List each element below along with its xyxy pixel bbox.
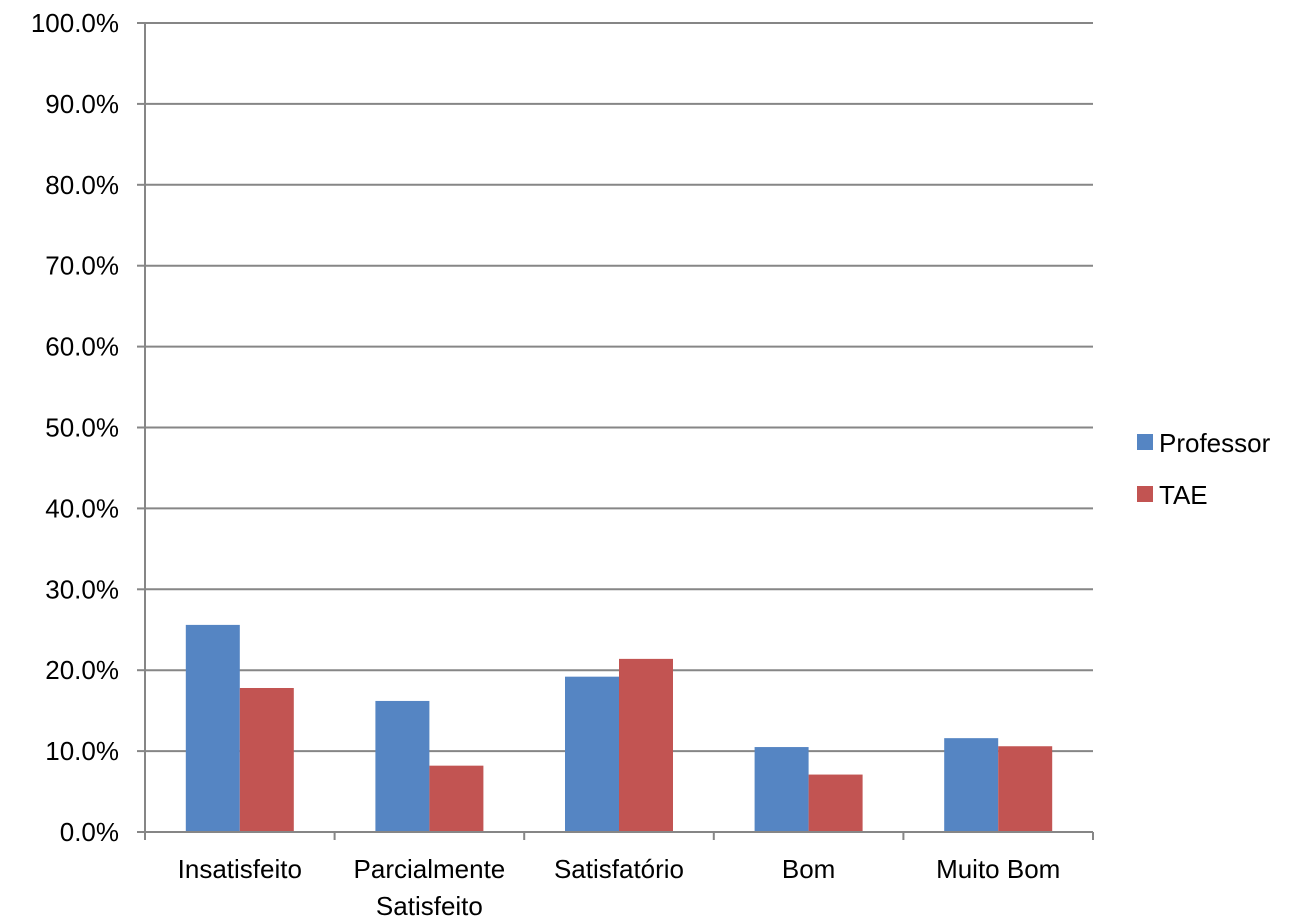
bar-tae xyxy=(429,765,484,832)
x-category-label: Bom xyxy=(782,854,835,884)
bar-tae xyxy=(998,746,1053,832)
axes xyxy=(137,22,1094,840)
y-tick-label: 50.0% xyxy=(45,413,119,443)
bar-professor xyxy=(944,738,999,832)
bar-tae xyxy=(619,658,673,832)
y-tick-label: 40.0% xyxy=(45,493,119,523)
legend: Professor TAE xyxy=(1137,428,1271,510)
y-tick-label: 100.0% xyxy=(31,8,119,38)
y-tick-label: 0.0% xyxy=(60,817,119,847)
legend-swatch-professor xyxy=(1137,434,1153,450)
x-category-label: Satisfeito xyxy=(376,891,483,919)
y-tick-label: 30.0% xyxy=(45,574,119,604)
legend-label: Professor xyxy=(1159,428,1271,458)
y-axis-ticks: 0.0% 10.0% 20.0% 30.0% 40.0% 50.0% 60.0% 70.0% 8… xyxy=(31,8,119,847)
x-category-label: Insatisfeito xyxy=(178,854,302,884)
gridlines xyxy=(145,22,1093,753)
bar-professor xyxy=(565,676,619,832)
y-tick-label: 10.0% xyxy=(45,736,119,766)
legend-label: TAE xyxy=(1159,480,1208,510)
y-tick-label: 90.0% xyxy=(45,89,119,119)
bar-tae xyxy=(808,774,863,832)
x-axis-labels: Insatisfeito Parcialmente Satisfeito Satisf… xyxy=(178,854,1061,919)
x-category-label: Satisfatório xyxy=(554,854,684,884)
y-tick-label: 80.0% xyxy=(45,170,119,200)
x-category-label: Muito Bom xyxy=(936,854,1060,884)
y-tick-label: 70.0% xyxy=(45,251,119,281)
bar-professor xyxy=(754,747,809,832)
x-category-label: Parcialmente xyxy=(354,854,506,884)
bar-professor xyxy=(375,700,430,832)
bars xyxy=(185,624,1053,832)
bar-professor xyxy=(185,624,240,832)
bar-tae xyxy=(239,687,294,832)
legend-swatch-tae xyxy=(1137,486,1153,502)
y-tick-label: 60.0% xyxy=(45,332,119,362)
y-tick-label: 20.0% xyxy=(45,655,119,685)
